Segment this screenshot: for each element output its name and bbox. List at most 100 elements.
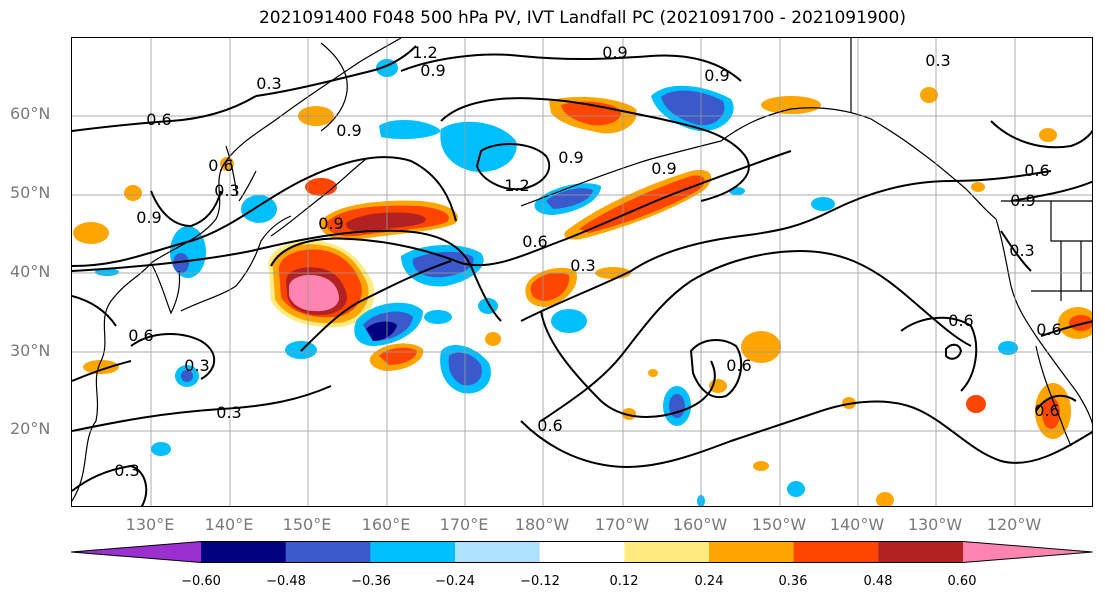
lon-label-130e: 130°E [125,515,175,534]
positive-anomaly-blob [1069,315,1092,331]
contour-label: 0.6 [1036,320,1061,339]
contour-line [255,45,417,97]
colorbar-segments [71,541,1093,563]
colorbar-bin [370,541,456,563]
negative-anomaly-blob [366,321,397,341]
lat-label-40n: 40°N [10,262,51,281]
positive-anomaly-blob [920,87,938,103]
contour-label: 0.3 [184,356,209,375]
contour-label: 0.9 [1010,191,1035,210]
lat-label-60n: 60°N [10,104,51,123]
contour-line [72,295,117,327]
colorbar-bin [793,541,879,563]
contour-label: 0.3 [256,74,281,93]
colorbar-bin [539,541,625,563]
negative-anomaly-blob [661,90,725,126]
contour-line [990,120,1092,149]
contour-line [689,339,743,399]
coastlines [72,38,1092,502]
positive-anomaly-blob [741,331,781,363]
baja-california [1035,345,1072,447]
colorbar-tick: 0.12 [609,574,639,589]
contour-label: 0.9 [651,159,676,178]
positive-anomaly-blob [73,222,109,244]
colorbar-outline [71,541,1093,563]
positive-anomaly-blob [485,332,501,346]
kuril-arc [270,158,367,237]
contour-line [440,97,750,202]
contour-labels: 1.2 0.9 0.3 0.9 0.6 0.9 0.3 0.9 0.6 0.9 … [114,43,1061,480]
positive-anomaly-blob [83,360,119,374]
positive-anomaly-blob [753,461,769,471]
colorbar-tick: 0.60 [947,574,977,589]
contour-label: 0.9 [136,208,161,227]
colorbar-bin [455,541,541,563]
contour-label: 0.6 [948,311,973,330]
colorbar-tick: −0.12 [520,574,560,589]
contour-label: 0.6 [1034,401,1059,420]
aleutian-chain [520,140,722,207]
colorbar-bin [878,541,964,563]
kamchatka-peninsula [320,42,348,132]
contour-label: 1.2 [504,176,529,195]
contour-line [1040,320,1092,337]
colorbar-tick: −0.60 [181,574,221,589]
lon-label-180w: 180°W [514,515,570,534]
contour-label: 0.6 [537,416,562,435]
positive-anomaly-blob [761,96,821,114]
negative-anomaly-blob [478,298,498,314]
positive-anomaly-blob [289,275,339,312]
negative-anomaly-blob [729,187,745,195]
positive-anomaly-blob [971,182,985,192]
contour-line [400,53,742,82]
contour-label: 0.6 [726,356,751,375]
positive-anomaly-blob [1039,128,1057,142]
contour-line [72,385,332,432]
lat-label-20n: 20°N [10,419,51,438]
contour-label: 0.6 [522,232,547,251]
contour-line [270,150,792,267]
map-canvas: 1.2 0.9 0.3 0.9 0.6 0.9 0.3 0.9 0.6 0.9 … [72,38,1092,506]
lon-label-170w: 170°W [594,515,650,534]
positive-anomaly-blob [648,369,658,377]
contour-label: 0.9 [336,121,361,140]
colorbar-extend-low [71,541,201,563]
colorbar-bin [624,541,710,563]
positive-anomaly-blob [530,272,570,301]
positive-anomaly-blob [709,379,727,393]
contour-line [520,410,822,468]
japan-islands [180,170,292,312]
positive-anomaly-blob [1042,397,1060,429]
negative-anomaly-blob [546,188,593,209]
lon-label-130w: 130°W [907,515,963,534]
lon-label-120w: 120°W [986,515,1042,534]
north-america-west-coast [995,218,1092,425]
map-title: 2021091400 F048 500 hPa PV, IVT Landfall… [258,8,906,28]
positive-anomaly-blob [124,185,142,201]
contour-line [1010,180,1092,202]
lat-label-50n: 50°N [10,183,51,202]
colorbar-bin [709,541,795,563]
lon-label-160e: 160°E [361,515,411,534]
colorbar-tick: −0.24 [435,574,475,589]
contour-line [72,156,457,267]
contour-line [1000,230,1032,272]
contour-label: 0.3 [1009,241,1034,260]
contour-line [820,400,1092,464]
contour-line [150,190,222,228]
contour-line [945,343,963,360]
contour-label: 0.6 [146,110,171,129]
contour-line [520,170,1052,322]
map-panel: 1.2 0.9 0.3 0.9 0.6 0.9 0.3 0.9 0.6 0.9 … [71,37,1093,507]
contour-label: 0.9 [704,66,729,85]
lon-label-170e: 170°E [439,515,489,534]
state-borders [1031,241,1092,301]
pv-shading [73,59,1092,506]
colorbar-bin [285,541,371,563]
negative-anomaly-blob [173,253,189,273]
contour-label: 0.3 [216,403,241,422]
contour-line [72,464,148,506]
negative-anomaly-blob [181,370,193,382]
colorbar-tick: 0.48 [863,574,893,589]
contour-line [72,229,502,322]
